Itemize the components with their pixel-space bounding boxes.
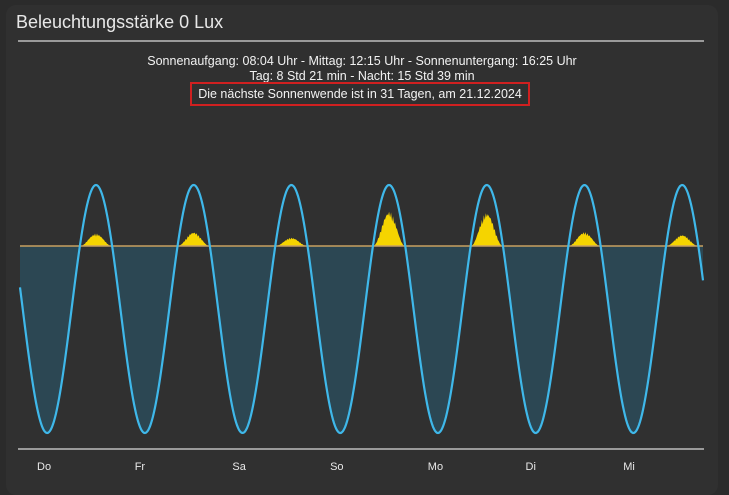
illuminance-bar: [373, 211, 406, 246]
day-label-2: Sa: [232, 461, 246, 473]
day-label-4: Mo: [428, 461, 443, 473]
sun-times-text: Sonnenaufgang: 08:04 Uhr - Mittag: 12:15…: [147, 54, 577, 68]
illuminance-bar: [80, 233, 112, 246]
illuminance-bar: [275, 237, 308, 246]
illuminance-bar: [666, 235, 699, 246]
solstice-info-box: Die nächste Sonnenwende ist in 31 Tagen,…: [190, 82, 530, 106]
day-label-1: Fr: [135, 461, 146, 473]
night-area: [20, 246, 703, 433]
axis-separator: [18, 448, 704, 450]
sun-elevation-chart: Do Fr Sa So Mo Di Mi: [18, 183, 705, 473]
sun-elevation-line: [18, 183, 705, 435]
day-label-0: Do: [37, 461, 51, 473]
card-title: Beleuchtungsstärke 0 Lux: [16, 12, 224, 32]
day-label-6: Mi: [623, 461, 635, 473]
day-label-5: Di: [526, 461, 536, 473]
day-night-text: Tag: 8 Std 21 min - Nacht: 15 Std 39 min: [249, 69, 475, 83]
illuminance-bar: [177, 232, 210, 246]
day-label-3: So: [330, 461, 343, 473]
illuminance-bar: [568, 232, 601, 246]
illuminance-bar: [470, 213, 503, 246]
title-separator: [18, 40, 704, 42]
